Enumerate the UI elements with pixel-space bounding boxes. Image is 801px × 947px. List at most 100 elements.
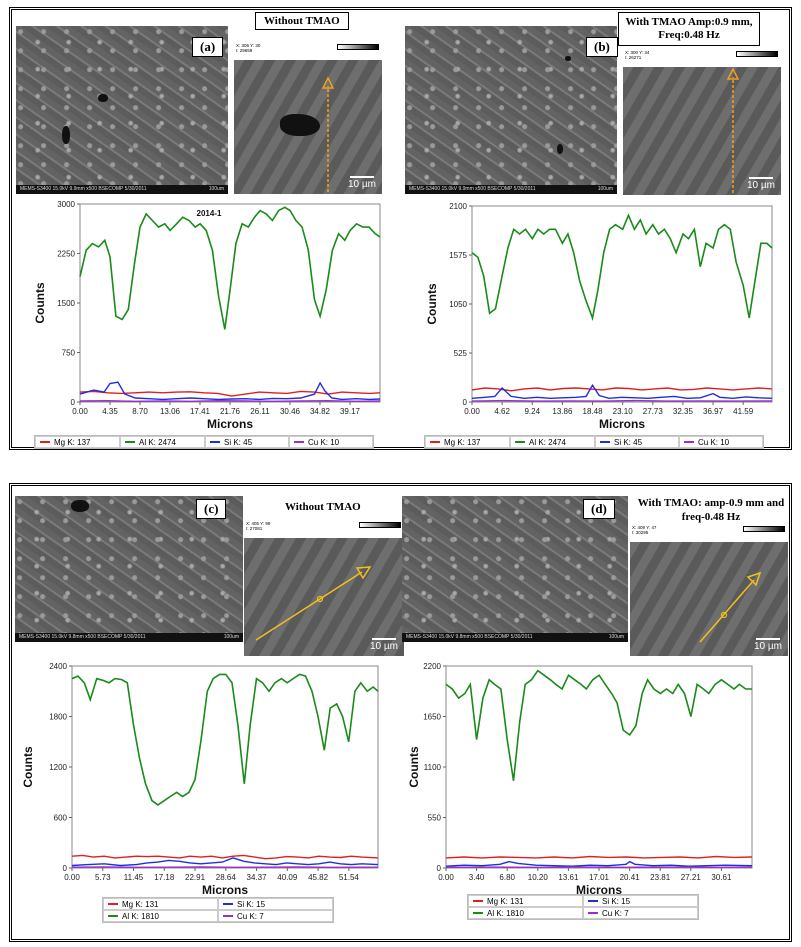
x-tick-label: 30.61 <box>711 873 732 882</box>
x-axis-label: Microns <box>599 417 645 431</box>
y-tick-label: 0 <box>463 398 468 407</box>
y-tick-label: 3000 <box>57 200 75 209</box>
y-tick-label: 2250 <box>57 250 75 259</box>
legend-item-mg: Mg K: 137 <box>425 436 510 448</box>
x-tick-label: 3.40 <box>469 873 485 882</box>
linescan-chart-c: 0 600 1200 1800 2400 0.00 5.73 11.45 17.18 22.91 2… <box>21 662 379 894</box>
sem-scale-d: 100um <box>608 634 624 640</box>
scale-bar-c: 10 µm <box>370 638 398 652</box>
y-tick-label: 2100 <box>449 202 467 211</box>
x-tick-label: 6.80 <box>499 873 515 882</box>
series-line-mg <box>79 390 381 397</box>
y-tick-label: 2400 <box>49 662 67 671</box>
sem-footer-b: MEMS-S3400 15.0kV 9.9mm x500 BSECOMP 5/3… <box>409 186 536 192</box>
x-tick-label: 20.41 <box>620 873 641 882</box>
legend-item-si: Si K: 15 <box>218 898 333 910</box>
series-line-si <box>471 383 773 400</box>
series-line-al <box>471 213 773 321</box>
x-tick-label: 32.35 <box>673 407 694 416</box>
linescan-arrow-c <box>255 566 372 641</box>
y-tick-label: 1800 <box>49 713 67 722</box>
series-line-al <box>79 206 381 330</box>
legend-item-al: Al K: 1810 <box>468 907 583 919</box>
x-tick-label: 23.10 <box>613 407 634 416</box>
y-axis-label: Counts <box>407 746 421 788</box>
sem-footer-d: MEMS-S3400 15.0kV 9.8mm x500 BSECOMP 5/3… <box>406 634 533 640</box>
panel-label-d: (d) <box>583 499 615 519</box>
x-tick-label: 22.91 <box>185 873 206 882</box>
sem-scale-c: 100um <box>223 634 239 640</box>
y-tick-label: 1650 <box>423 713 441 722</box>
legend-b: Mg K: 137 Al K: 2474 Si K: 45 Cu K: 10 <box>424 435 764 449</box>
x-tick-label: 5.73 <box>95 873 111 882</box>
linescan-chart-d: 0 550 1100 1650 2200 0.00 3.40 6.80 10.20 13.61 17… <box>407 662 753 894</box>
x-tick-label: 27.21 <box>681 873 702 882</box>
linescan-chart-b: 0 525 1050 1575 2100 0.00 4.62 9.24 13.86 18.48 23… <box>425 202 773 431</box>
x-tick-label: 34.37 <box>247 873 268 882</box>
legend-d: Mg K: 131 Si K: 15 Al K: 1810 Cu K: 7 <box>467 894 699 920</box>
x-tick-label: 17.18 <box>154 873 175 882</box>
y-tick-label: 525 <box>454 349 468 358</box>
x-tick-label: 36.97 <box>703 407 724 416</box>
legend-item-si: Si K: 45 <box>205 436 289 448</box>
micrograph-d: MEMS-S3400 15.0kV 9.8mm x500 BSECOMP 5/3… <box>402 496 628 642</box>
chart-title: 2014-1 <box>197 209 222 218</box>
inset-micrograph-a: X: 306 Y: 30 I: 29659 10 µm <box>234 42 382 194</box>
x-tick-label: 17.41 <box>190 407 211 416</box>
legend-item-al: Al K: 1810 <box>103 910 218 922</box>
y-axis-label: Counts <box>425 283 439 325</box>
x-axis-label: Microns <box>576 883 622 894</box>
linescan-chart-a: 0 750 1500 2250 3000 0.00 4.35 8.70 13.06 17.41 21… <box>33 200 381 431</box>
legend-item-si: Si K: 15 <box>583 895 698 907</box>
series-line-mg <box>71 854 379 860</box>
series-line-al <box>445 669 752 781</box>
x-tick-label: 18.48 <box>583 407 604 416</box>
legend-item-mg: Mg K: 131 <box>103 898 218 910</box>
x-tick-label: 0.00 <box>72 407 88 416</box>
series-line-si <box>71 857 379 867</box>
micrograph-b: MEMS-S3400 15.0kV 9.9mm x500 BSECOMP 5/3… <box>405 26 617 194</box>
y-tick-label: 0 <box>63 864 68 873</box>
scale-bar-a: 10 µm <box>348 176 376 190</box>
x-tick-label: 45.82 <box>308 873 329 882</box>
x-tick-label: 51.54 <box>339 873 360 882</box>
y-tick-label: 0 <box>71 398 76 407</box>
x-tick-label: 0.00 <box>464 407 480 416</box>
heading-with-tmao-top: With TMAO Amp:0.9 mm, Freq:0.48 Hz <box>618 12 760 46</box>
heading-without-tmao-bottom: Without TMAO <box>285 501 361 513</box>
x-tick-label: 17.01 <box>589 873 610 882</box>
sem-footer-c: MEMS-S3400 15.0kV 9.8mm x500 BSECOMP 5/3… <box>19 634 146 640</box>
series-line-mg <box>471 387 773 392</box>
x-tick-label: 30.46 <box>280 407 301 416</box>
linescan-arrow-b <box>726 67 740 193</box>
scale-bar-d: 10 µm <box>754 638 782 652</box>
inset-micrograph-b: X: 300 Y: 34 I: 26271 10 µm <box>623 49 781 195</box>
x-tick-label: 8.70 <box>132 407 148 416</box>
inset-micrograph-c: X: 405 Y: 99 I: 27081 10 µm <box>244 520 404 656</box>
panel-label-a: (a) <box>192 37 224 57</box>
sem-footer-a: MEMS-S3400 15.0kV 9.9mm x500 BSECOMP 5/3… <box>20 186 147 192</box>
x-tick-label: 13.61 <box>558 873 579 882</box>
linescan-arrow-a <box>321 76 335 192</box>
x-tick-label: 10.20 <box>528 873 549 882</box>
legend-item-si: Si K: 45 <box>595 436 679 448</box>
y-tick-label: 1200 <box>49 763 67 772</box>
y-tick-label: 1100 <box>424 763 442 772</box>
legend-c: Mg K: 131 Si K: 15 Al K: 1810 Cu K: 7 <box>102 897 334 923</box>
x-tick-label: 28.64 <box>216 873 237 882</box>
series-line-cu <box>471 399 773 402</box>
x-tick-label: 0.00 <box>64 873 80 882</box>
x-tick-label: 34.82 <box>310 407 331 416</box>
y-tick-label: 1500 <box>57 299 75 308</box>
x-tick-label: 40.09 <box>277 873 298 882</box>
plot-area <box>471 205 773 403</box>
legend-item-cu: Cu K: 7 <box>218 910 333 922</box>
x-tick-label: 39.17 <box>340 407 361 416</box>
series-line-si <box>79 381 381 401</box>
legend-item-mg: Mg K: 131 <box>468 895 583 907</box>
x-tick-label: 27.73 <box>643 407 664 416</box>
heading-with-tmao-bottom: With TMAO: amp-0.9 mm and freq-0.48 Hz <box>637 497 785 523</box>
plot-area <box>79 203 381 403</box>
series-line-cu <box>79 399 381 403</box>
x-tick-label: 0.00 <box>438 873 454 882</box>
